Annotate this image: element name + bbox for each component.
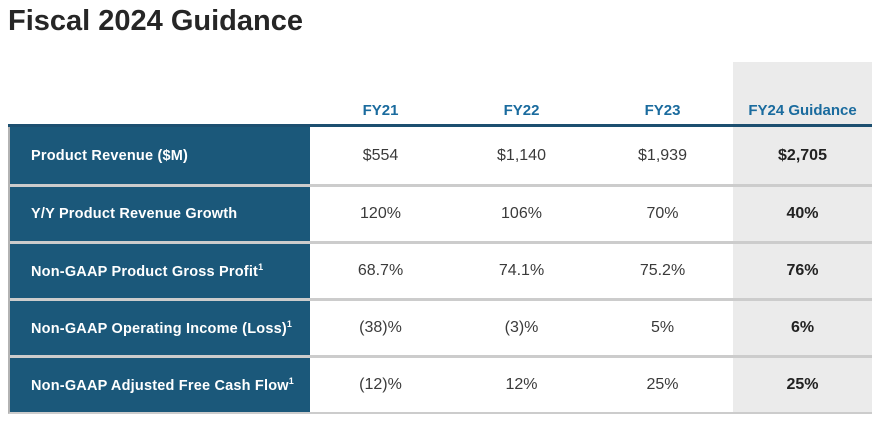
column-header-fy24-guidance: FY24 Guidance [748, 102, 857, 119]
row-label-cell: Product Revenue ($M) [10, 127, 310, 184]
cell-fy21: $554 [362, 146, 399, 164]
table-row: Non-GAAP Operating Income (Loss)1 (38)% … [10, 298, 872, 355]
cell-fy23: 5% [650, 319, 675, 336]
cell-fy23: $1,939 [638, 146, 687, 164]
cell-fy23: 70% [646, 205, 679, 222]
column-header-fy21: FY21 [362, 102, 399, 119]
column-header-fy22: FY22 [503, 102, 540, 119]
cell-fy22: (3)% [504, 319, 539, 336]
table-row: Non-GAAP Product Gross Profit1 68.7% 74.… [10, 241, 872, 298]
row-label: Non-GAAP Adjusted Free Cash Flow1 [31, 376, 294, 394]
row-label: Non-GAAP Product Gross Profit1 [31, 262, 264, 280]
table-body: Product Revenue ($M) $554 $1,140 $1,939 … [8, 127, 872, 414]
row-label-cell: Non-GAAP Product Gross Profit1 [10, 244, 310, 298]
table-row: Product Revenue ($M) $554 $1,140 $1,939 … [10, 127, 872, 184]
guidance-table: FY21 FY22 FY23 FY24 Guidance Product Rev… [8, 62, 872, 414]
row-label-cell: Non-GAAP Adjusted Free Cash Flow1 [10, 358, 310, 412]
cell-fy23: 75.2% [639, 262, 686, 279]
cell-fy22: 12% [505, 376, 538, 393]
fy24-column-cap: FY24 Guidance [733, 62, 872, 124]
cell-fy21: (38)% [359, 319, 402, 336]
cell-fy21: 120% [360, 205, 401, 222]
cell-fy24-guidance: $2,705 [733, 127, 872, 184]
cell-fy21: 68.7% [357, 262, 404, 279]
cell-fy21: (12)% [359, 376, 402, 393]
cell-fy24-guidance: 6% [733, 301, 872, 355]
cell-fy22: $1,140 [497, 146, 546, 164]
header-underline [8, 124, 872, 127]
cell-fy24-guidance: 25% [733, 358, 872, 412]
table-row: Y/Y Product Revenue Growth 120% 106% 70%… [10, 184, 872, 241]
table-header-row: FY21 FY22 FY23 FY24 Guidance [8, 62, 872, 124]
cell-fy24-guidance: 40% [733, 187, 872, 241]
cell-fy22: 106% [501, 205, 542, 222]
cell-fy23: 25% [646, 376, 679, 393]
row-label: Product Revenue ($M) [31, 147, 189, 164]
row-label: Non-GAAP Operating Income (Loss)1 [31, 319, 293, 337]
cell-fy24-guidance: 76% [733, 244, 872, 298]
page-title: Fiscal 2024 Guidance [8, 5, 303, 37]
table-row: Non-GAAP Adjusted Free Cash Flow1 (12)% … [10, 355, 872, 412]
column-header-fy23: FY23 [644, 102, 681, 119]
row-label-cell: Non-GAAP Operating Income (Loss)1 [10, 301, 310, 355]
cell-fy22: 74.1% [498, 262, 545, 279]
row-label-cell: Y/Y Product Revenue Growth [10, 187, 310, 241]
row-label: Y/Y Product Revenue Growth [31, 206, 238, 222]
